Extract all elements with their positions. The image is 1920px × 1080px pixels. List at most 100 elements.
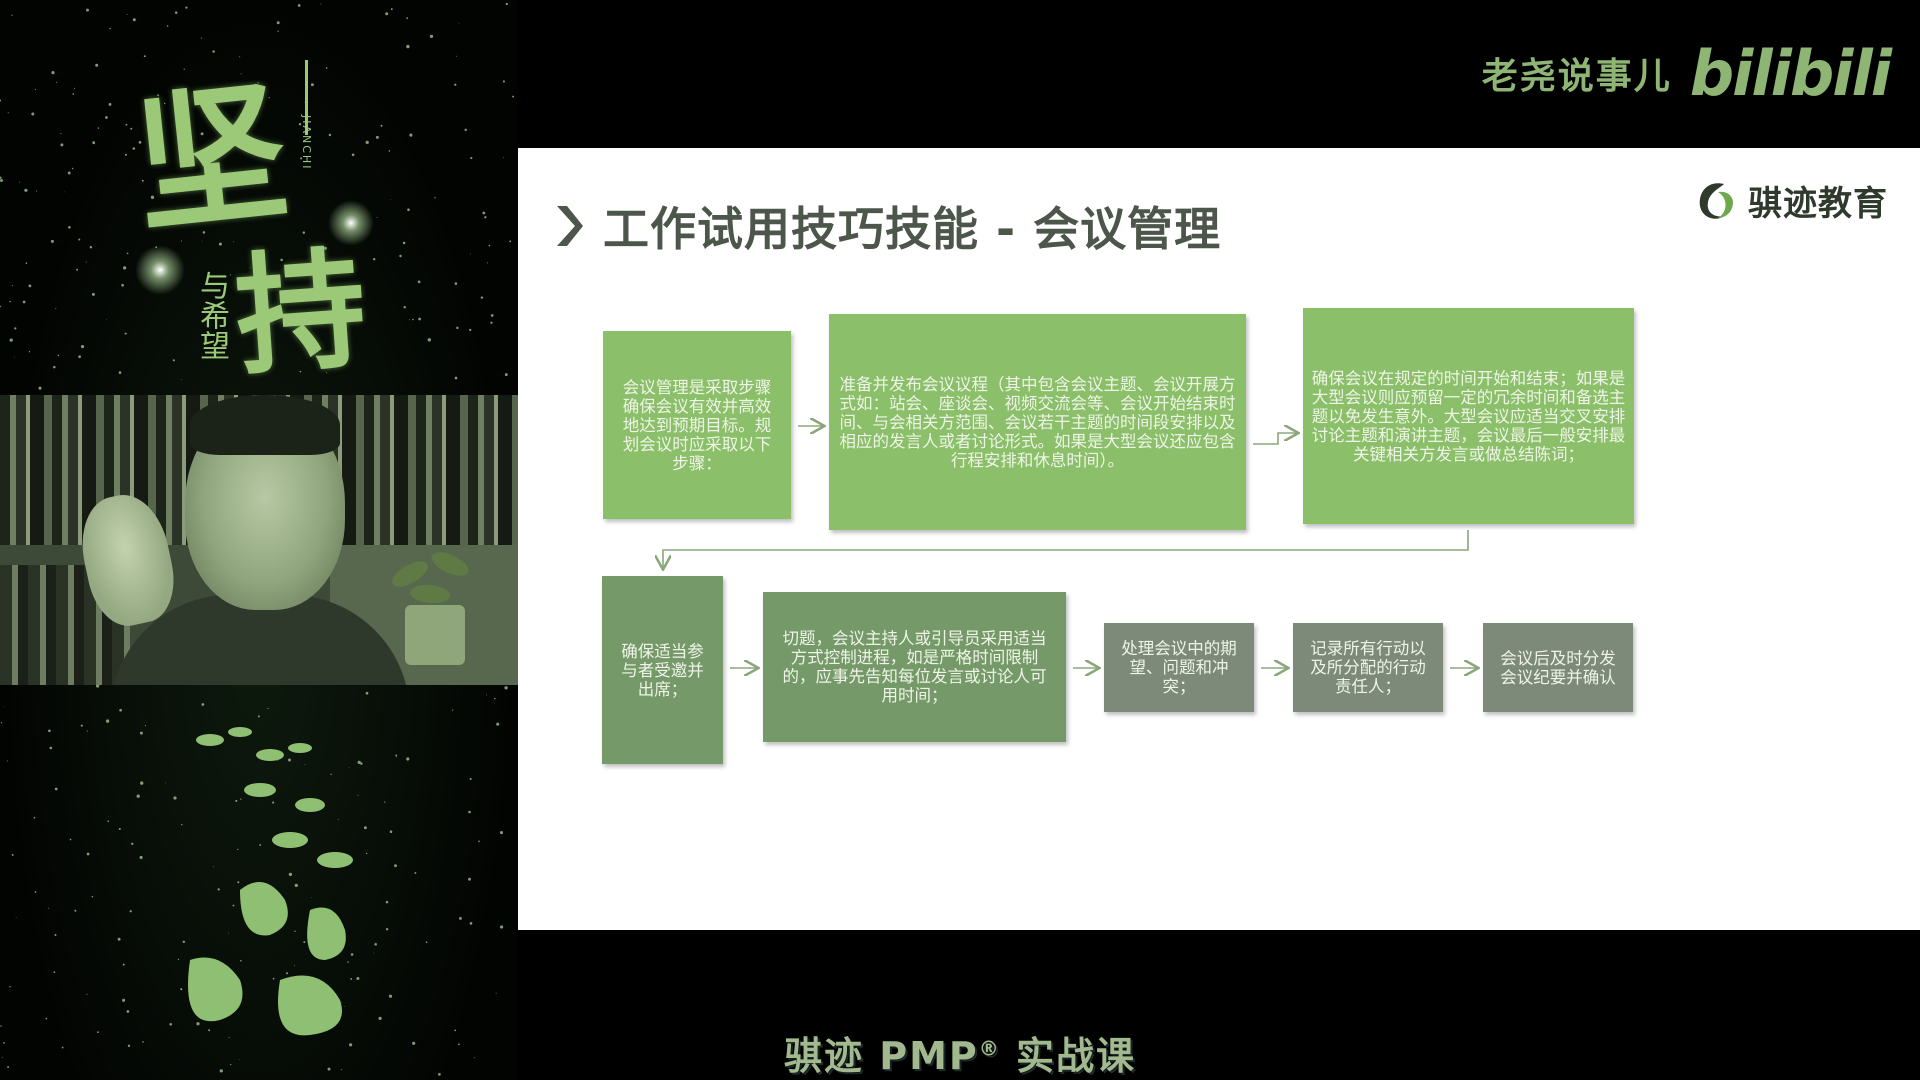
star (390, 199, 392, 200)
star (452, 709, 454, 711)
star (365, 140, 369, 145)
star (0, 176, 2, 179)
star (310, 83, 314, 87)
star (412, 318, 414, 321)
flow-step-6-text: 处理会议中的期望、问题和冲突； (1121, 639, 1237, 696)
star (180, 379, 182, 381)
slide-header: 工作试用技巧技能 - 会议管理 (553, 193, 1221, 259)
star (495, 992, 497, 994)
flow-step-3-text: 确保会议在规定的时间开始和结束；如果是大型会议则应预留一定的冗余时间和备选主题以… (1311, 368, 1626, 464)
star (232, 904, 235, 907)
presenter-hair (190, 395, 340, 455)
star (409, 319, 410, 321)
star (299, 370, 302, 373)
star (230, 1063, 232, 1066)
star (35, 190, 38, 192)
star (126, 252, 129, 255)
star (402, 241, 406, 245)
star (180, 240, 182, 242)
star (509, 240, 512, 243)
star (488, 244, 491, 247)
star (105, 719, 110, 723)
star (286, 972, 289, 975)
flow-step-1: 会议管理是采取步骤确保会议有效并高效地达到预期目标。规划会议时应采取以下步骤： (603, 331, 791, 519)
star (55, 307, 57, 309)
star (172, 359, 175, 362)
star (28, 351, 31, 353)
flow-step-4-text: 确保适当参与者受邀并出席； (621, 641, 704, 699)
star (458, 916, 462, 920)
star (33, 816, 36, 819)
star (202, 231, 206, 234)
star (502, 80, 505, 83)
star (503, 156, 505, 158)
flow-step-5: 切题，会议主持人或引导员采用适当方式控制进程，如是严格时间限制的，应事先告知每位… (763, 592, 1066, 742)
star (351, 153, 355, 157)
star (51, 71, 55, 75)
star (350, 977, 353, 980)
star (124, 332, 127, 335)
star (249, 267, 251, 269)
star (217, 888, 220, 891)
star (131, 842, 134, 845)
star (240, 73, 242, 75)
star (240, 959, 242, 962)
flow-step-1-text: 会议管理是采取步骤确保会议有效并高效地达到预期目标。规划会议时应采取以下步骤： (622, 377, 772, 473)
star (458, 1043, 460, 1046)
star (390, 8, 393, 11)
star (2, 1056, 4, 1058)
star (388, 994, 393, 998)
star (473, 1057, 475, 1059)
star (31, 112, 35, 116)
star (486, 262, 489, 264)
star (14, 327, 17, 330)
star (380, 124, 383, 127)
star (344, 1006, 345, 1007)
star (201, 703, 205, 706)
star (50, 239, 54, 243)
flow-step-6: 处理会议中的期望、问题和冲突； (1104, 623, 1254, 712)
star (143, 55, 146, 58)
star (185, 6, 188, 9)
star (208, 92, 210, 94)
star (107, 820, 109, 822)
star (264, 356, 268, 360)
star (132, 18, 136, 22)
star (320, 276, 322, 278)
star (268, 97, 270, 99)
starfield (0, 2, 515, 1076)
star (15, 917, 17, 918)
star (403, 305, 406, 309)
star (64, 191, 65, 193)
star (129, 910, 132, 913)
org-logo-icon (1699, 182, 1734, 219)
star (494, 697, 496, 700)
star (240, 798, 242, 800)
star (255, 99, 257, 101)
star (276, 21, 280, 25)
caption-text-suffix: 实战课 (1000, 1034, 1136, 1078)
star (374, 943, 377, 946)
flow-step-2-text: 准备并发布会议议程（其中包含会议主题、会议开展方式如：站会、座谈会、视频交流会等… (839, 374, 1236, 470)
star (25, 262, 28, 264)
star (294, 883, 298, 888)
star (469, 328, 472, 332)
star (300, 157, 303, 160)
star (122, 963, 125, 966)
star (297, 4, 301, 7)
star (105, 116, 108, 119)
star (91, 292, 95, 296)
star (118, 827, 121, 831)
star (208, 1029, 211, 1032)
star (139, 855, 143, 860)
lens-flare (328, 200, 374, 246)
star (125, 123, 128, 126)
star (373, 258, 376, 261)
star (71, 167, 74, 170)
star (150, 195, 155, 199)
presentation-slide: 工作试用技巧技能 - 会议管理 骐迹教育 会议管理是采取步骤确保会议有效并高效地… (518, 148, 1920, 930)
flow-step-4: 确保适当参与者受邀并出席； (602, 576, 723, 764)
star (490, 321, 493, 324)
star (182, 940, 186, 944)
